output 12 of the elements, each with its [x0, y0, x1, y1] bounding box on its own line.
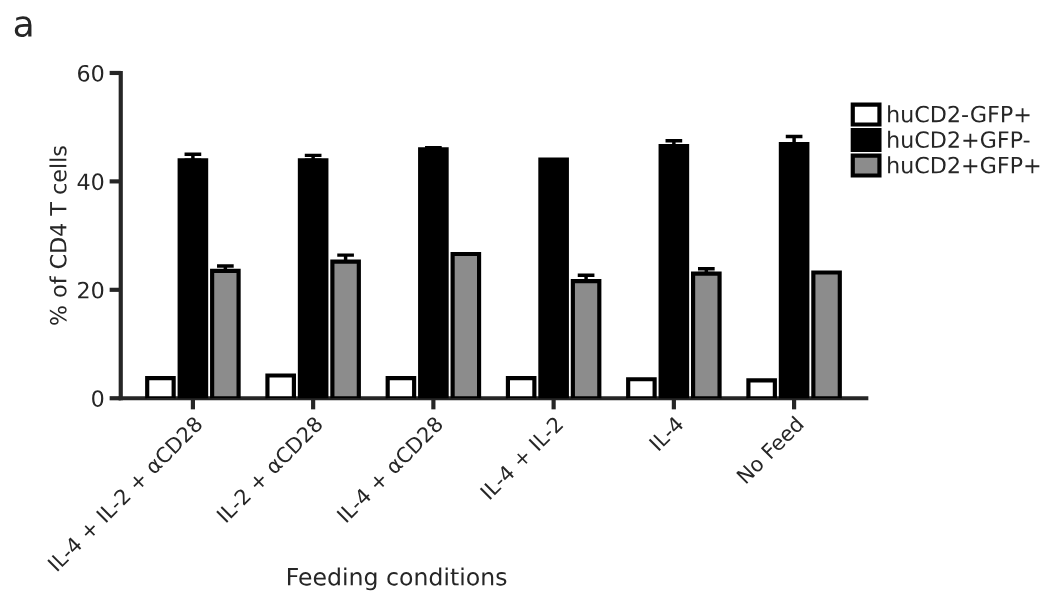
legend-label: huCD2-GFP+ — [888, 105, 1030, 123]
y-tick-label: 60 — [78, 64, 104, 82]
y-tick-label: 40 — [77, 173, 104, 191]
x-tick-label: IL-4 — [648, 415, 685, 451]
y-axis-title: % of CD4 T cells — [49, 146, 67, 325]
y-tick-label: 0 — [92, 390, 104, 407]
x-axis-title: Feeding conditions — [288, 567, 507, 591]
text: a — [14, 16, 32, 38]
legend-label: huCD2+GFP+ — [888, 156, 1040, 174]
y-tick-label: 20 — [78, 281, 104, 299]
x-tick-label: IL-4 + IL-2 — [479, 415, 564, 500]
legend-label: huCD2+GFP- — [888, 130, 1030, 148]
